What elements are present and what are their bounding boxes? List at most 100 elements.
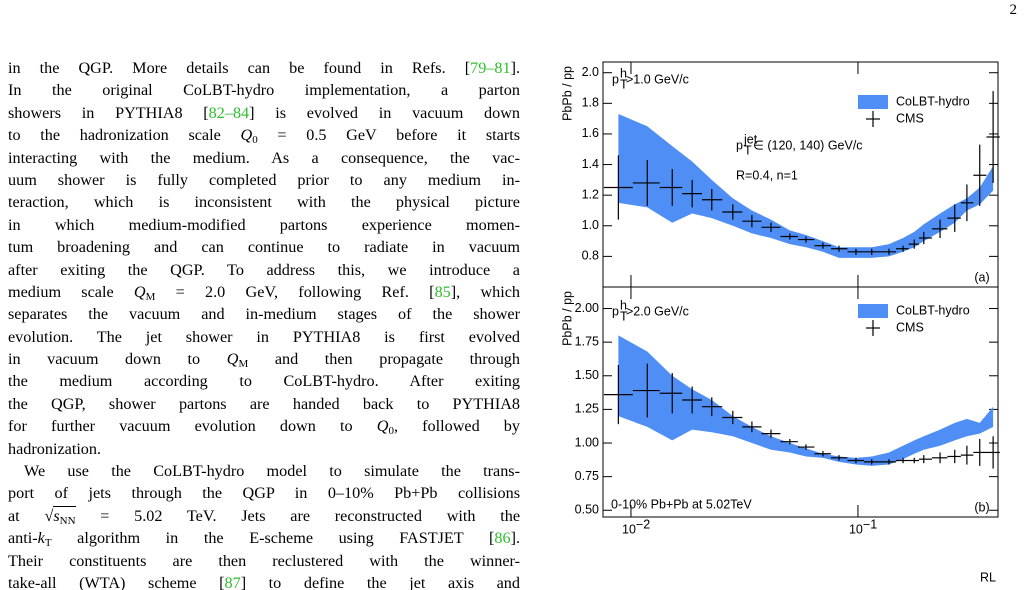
text-line: port of jets through the QGP in 0–10% Pb… [8,482,520,504]
legend-label: CMS [896,111,924,125]
text-line: We use the CoLBT-hydro model to simulate… [8,460,520,482]
text: in vacuum down to [8,350,227,369]
text: ]. [510,59,520,77]
text: medium scale [8,282,134,301]
text: the QGP, shower partons are handed back … [8,394,520,413]
y-tick-label: 2.0 [582,65,599,79]
text: interacting with the medium. As a conseq… [8,148,520,167]
annotation-subscript: T [620,77,628,91]
citation: 87 [224,573,241,590]
annotation: R=0.4, n=1 [736,168,798,182]
text: in which medium-modified partons experie… [8,215,520,234]
y-tick-label: 1.2 [582,187,599,201]
text: = 2.0 GeV, following Ref. [ [155,282,435,301]
x-tick-exponent: −2 [636,517,650,531]
annotation: p [612,72,619,86]
text-column: in the QGP. More details can be found in… [8,57,520,590]
text: = 5.02 TeV. Jets are reconstructed with … [75,506,521,525]
annotation: ∈ (120, 140) GeV/c [753,138,863,152]
text: Their constituents are then reclustered … [8,551,520,570]
math: QM [226,350,248,370]
y-tick-label: 1.8 [582,96,599,110]
math-subscript: M [145,290,156,303]
text: teraction, which is inconsistent with th… [8,193,520,212]
y-tick-label: 2.00 [575,301,599,315]
page-number: 2 [1009,2,1018,18]
text-line: interacting with the medium. As a conseq… [8,147,520,169]
text-line: Their constituents are then reclustered … [8,550,520,572]
citation: 79–81 [470,59,511,77]
text-line: separates the vacuum and in-medium stage… [8,303,520,325]
legend-label: CoLBT-hydro [896,303,970,317]
annotation: (a) [974,270,989,284]
text-line: uum shower is fully completed prior to a… [8,169,520,191]
legend-swatch [858,304,888,318]
text-line: In the original CoLBT-hydro implementati… [8,79,520,101]
annotation-superscript: h [620,298,627,312]
text: tum broadening and can continue to radia… [8,238,520,257]
citation: 86 [494,529,511,548]
annotation: 0-10% Pb+Pb at 5.02TeV [611,497,752,511]
text: algorithm in the E-scheme using FASTJET … [51,529,495,548]
x-tick-label: 10 [849,522,863,536]
text: ] is evolved in vacuum down [249,103,521,122]
legend-label: CMS [896,320,924,334]
text: after exiting the QGP. To address this, … [8,260,520,279]
text-line: in which medium-modified partons experie… [8,214,520,236]
math-symbol: s [53,506,60,525]
math: Q0 [376,417,394,438]
annotation-subscript: T [744,143,752,157]
citation: 85 [434,282,451,301]
legend-swatch [858,95,888,109]
y-tick-label: 1.75 [575,334,599,348]
text: uum shower is fully completed prior to a… [8,170,520,189]
text-line: teraction, which is inconsistent with th… [8,191,520,213]
y-tick-label: 0.75 [575,469,599,483]
math-radicand: sNN [53,505,76,527]
math-subscript: NN [59,514,76,527]
text-line: at √sNN = 5.02 TeV. Jets are reconstruct… [8,505,520,527]
annotation-subscript: T [620,309,628,323]
text-line: medium scale QM = 2.0 GeV, following Ref… [8,281,520,303]
model-band [618,335,994,466]
math-symbol: Q [376,417,389,436]
x-tick-exponent: −1 [863,517,877,531]
text: , followed by [393,417,520,436]
x-axis-label: RL [980,570,996,584]
math-subscript: 0 [388,425,394,438]
text: to the hadronization scale [8,126,241,145]
x-tick-label: 10 [622,522,636,536]
text-line: anti-kT algorithm in the E-scheme using … [8,527,520,549]
math-symbol: Q [240,126,253,145]
math: QM [133,282,156,303]
text-line: take-all (WTA) scheme [87] to define the… [8,572,520,590]
text: ] to define the jet axis and [240,573,520,590]
text: the medium according to CoLBT-hydro. Aft… [8,372,520,391]
math-symbol: Q [226,350,239,369]
text: = 0.5 GeV before it starts [257,126,521,145]
text: separates the vacuum and in-medium stage… [8,305,520,324]
text: for further vacuum evolution down to [8,417,377,436]
math-symbol: Q [133,282,146,301]
math-subscript: 0 [252,134,258,147]
text: We use the CoLBT-hydro model to simulate… [24,462,520,481]
text: and then propagate through [248,350,520,369]
y-tick-label: 1.6 [582,126,599,140]
text-line: the QGP, shower partons are handed back … [8,393,520,415]
annotation: p [612,304,619,318]
text-line: the medium according to CoLBT-hydro. Aft… [8,370,520,392]
model-band [618,114,994,258]
text-line: in the QGP. More details can be found in… [8,57,520,79]
annotation: (b) [974,500,989,514]
text: In the original CoLBT-hydro implementati… [8,81,520,100]
text: showers in PYTHIA8 [ [8,103,209,122]
annotation: p [736,138,743,152]
y-tick-label: 0.50 [575,503,599,517]
text-line: showers in PYTHIA8 [82–84] is evolved in… [8,102,520,124]
annotation: >2.0 GeV/c [626,304,689,318]
text: at [8,506,45,525]
y-tick-label: 1.00 [575,435,599,449]
text-line: for further vacuum evolution down to Q0,… [8,415,520,437]
